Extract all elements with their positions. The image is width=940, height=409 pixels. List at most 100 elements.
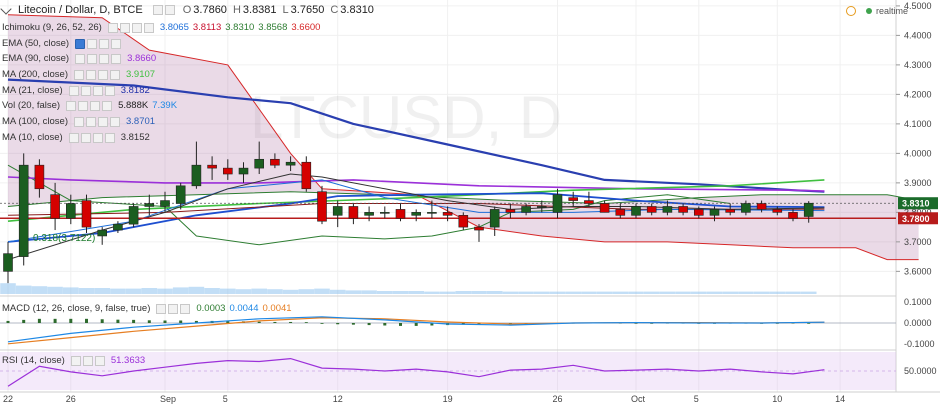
legend-row[interactable]: MA (21, close) 3.8182	[2, 83, 324, 99]
volume-bar	[800, 291, 817, 294]
settings-icon[interactable]	[68, 132, 79, 143]
close-label: C	[330, 4, 339, 16]
hide-icon[interactable]	[164, 5, 175, 15]
settings-icon[interactable]	[74, 69, 84, 80]
collapse-chevron-icon[interactable]	[0, 3, 12, 15]
hide-icon[interactable]	[87, 38, 98, 49]
more-icon[interactable]	[98, 116, 108, 127]
hide-icon[interactable]	[80, 85, 91, 96]
settings-icon[interactable]	[75, 54, 86, 65]
legend-indicator-name[interactable]: EMA (50, close)	[2, 37, 70, 49]
more-icon[interactable]	[131, 22, 142, 33]
legend-row[interactable]: EMA (50, close)	[2, 36, 324, 52]
volume-bar	[220, 288, 236, 294]
macd-more-icon[interactable]	[180, 303, 191, 314]
realtime-indicator[interactable]: realtime	[846, 6, 908, 16]
volume-bar	[659, 291, 676, 294]
volume-bars	[0, 283, 817, 294]
settings-icon[interactable]	[68, 85, 79, 96]
legend-value: 3.8701	[126, 115, 156, 127]
rsi-hide-icon[interactable]	[82, 355, 93, 366]
settings-icon[interactable]	[66, 101, 77, 112]
symbol-title[interactable]: Litecoin / Dollar, D, BTCE	[18, 4, 143, 16]
candle-body	[97, 229, 107, 237]
hide-icon[interactable]	[86, 116, 96, 127]
legend-indicator-name[interactable]: MA (100, close)	[2, 115, 68, 127]
macd-hist-bar	[6, 320, 10, 323]
symbol-header[interactable]: Litecoin / Dollar, D, BTCE O 3.7860 H 3.83…	[0, 3, 380, 16]
hide-icon[interactable]	[86, 69, 96, 80]
legend-indicator-name[interactable]: MA (200, close)	[2, 68, 68, 80]
macd-settings-icon[interactable]	[156, 303, 167, 314]
legend-controls[interactable]	[74, 69, 120, 80]
legend-indicator-name[interactable]: Vol (20, false)	[2, 100, 61, 112]
volume-bar	[0, 283, 16, 294]
rsi-name[interactable]: RSI (14, close)	[2, 355, 65, 366]
legend-controls[interactable]	[68, 85, 115, 96]
close-icon[interactable]	[111, 38, 122, 49]
more-icon[interactable]	[90, 101, 101, 112]
volume-bar	[251, 288, 267, 294]
legend-controls[interactable]	[75, 38, 122, 49]
volume-bar	[361, 290, 377, 294]
price-tick-label: 3.6000	[904, 266, 932, 276]
hide-icon[interactable]	[119, 22, 130, 33]
settings-icon[interactable]	[152, 5, 163, 15]
legend-row[interactable]: MA (10, close) 3.8152	[2, 130, 324, 146]
close-icon[interactable]	[110, 69, 120, 80]
clock-icon[interactable]	[846, 6, 856, 16]
macd-legend[interactable]: MACD (12, 26, close, 9, false, true) 0.0…	[2, 303, 292, 314]
legend-indicator-name[interactable]: MA (21, close)	[2, 84, 63, 96]
legend-indicator-name[interactable]: EMA (90, close)	[2, 53, 70, 65]
settings-icon[interactable]	[74, 116, 84, 127]
more-icon[interactable]	[92, 85, 103, 96]
more-icon[interactable]	[99, 54, 110, 65]
rsi-more-icon[interactable]	[94, 355, 105, 366]
time-axis[interactable]: 22 26 Sep 5 12 19 26 Oct 5 10 14	[3, 394, 845, 404]
close-icon[interactable]	[111, 54, 122, 65]
price-tick-label: 4.4000	[904, 30, 932, 40]
symbol-header-controls[interactable]	[152, 5, 175, 15]
macd-hide-icon[interactable]	[168, 303, 179, 314]
rsi-controls[interactable]	[70, 355, 105, 366]
more-icon[interactable]	[98, 69, 108, 80]
macd-hist-bar	[147, 320, 151, 323]
legend-controls[interactable]	[66, 101, 113, 112]
more-icon[interactable]	[92, 132, 103, 143]
rsi-legend[interactable]: RSI (14, close) 51.3633	[2, 355, 145, 366]
volume-bar	[518, 291, 534, 294]
macd-name[interactable]: MACD (12, 26, close, 9, false, true)	[2, 303, 151, 314]
close-icon[interactable]	[110, 116, 120, 127]
close-icon[interactable]	[143, 22, 154, 33]
price-axis[interactable]: 4.5000 4.4000 4.3000 4.2000 4.1000 4.0000 3.90…	[896, 1, 938, 276]
close-icon[interactable]	[104, 132, 115, 143]
time-tick-label: 14	[835, 394, 845, 404]
rsi-settings-icon[interactable]	[70, 355, 81, 366]
settings-icon[interactable]	[107, 22, 118, 33]
hide-icon[interactable]	[78, 101, 89, 112]
macd-controls[interactable]	[156, 303, 191, 314]
hide-icon[interactable]	[87, 54, 98, 65]
volume-bar	[392, 291, 409, 294]
legend-row[interactable]: MA (100, close) 3.8701	[2, 114, 324, 130]
legend-row[interactable]: MA (200, close) 3.9107	[2, 67, 324, 83]
legend-indicator-name[interactable]: MA (10, close)	[2, 131, 63, 143]
watermark: LTCUSD, D	[250, 84, 562, 151]
legend-controls[interactable]	[74, 116, 120, 127]
macd-hist-bar	[414, 323, 418, 326]
legend-row[interactable]: Ichimoku (9, 26, 52, 26) 3.8065 3.8113 3.83…	[2, 20, 324, 36]
legend-controls[interactable]	[107, 22, 154, 33]
legend-row[interactable]: EMA (90, close) 3.8660	[2, 51, 324, 67]
settings-icon[interactable]	[75, 38, 86, 49]
legend-controls[interactable]	[75, 54, 122, 65]
candle-body	[254, 158, 264, 169]
legend-indicator-name[interactable]: Ichimoku (9, 26, 52, 26)	[2, 21, 102, 33]
hide-icon[interactable]	[80, 132, 91, 143]
candle-body	[285, 161, 296, 166]
more-icon[interactable]	[99, 38, 110, 49]
close-icon[interactable]	[102, 101, 113, 112]
legend-row[interactable]: Vol (20, false) 5.888K 7.39K	[2, 98, 324, 114]
rsi-value: 51.3633	[110, 355, 146, 366]
legend-controls[interactable]	[68, 132, 115, 143]
close-icon[interactable]	[104, 85, 115, 96]
